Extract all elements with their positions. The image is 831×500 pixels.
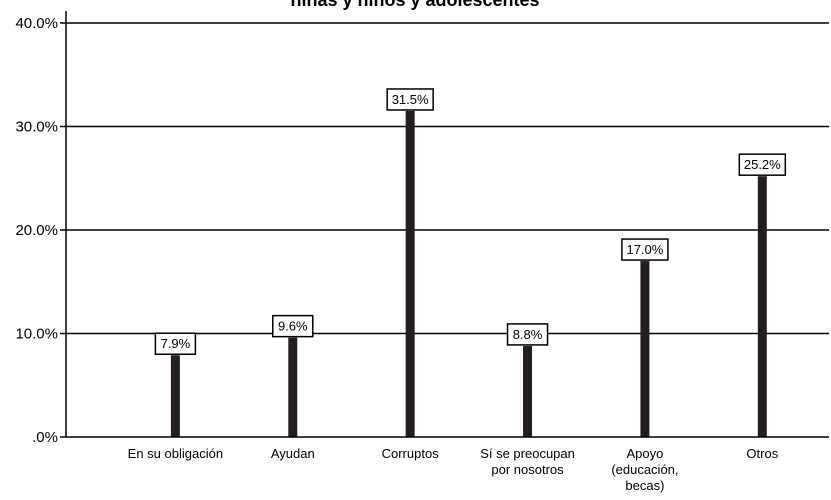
data-label-box <box>154 332 197 355</box>
data-label-text: 9.6% <box>278 319 308 334</box>
data-labels: 7.9% 9.6% 31.5% 8.8% 17.0% 25.2% <box>154 88 787 355</box>
x-category-label: Otros <box>746 446 778 461</box>
data-label: 17.0% <box>621 238 669 261</box>
x-category-label: Ayudan <box>271 446 315 461</box>
y-tick-label: 40.0% <box>15 15 58 32</box>
x-category-label: Corruptos <box>382 446 440 461</box>
y-axis-ticks: .0% 10.0% 20.0% 30.0% 40.0% <box>15 15 66 446</box>
x-category-label: por nosotros <box>491 462 564 477</box>
data-label: 9.6% <box>272 314 314 338</box>
bar <box>170 355 180 437</box>
x-category-label: becas) <box>625 478 664 493</box>
data-label: 8.8% <box>506 323 549 346</box>
x-category-label: Sí se preocupan <box>480 446 575 461</box>
data-label-text: 25.2% <box>744 157 781 172</box>
data-label-text: 8.8% <box>513 327 543 342</box>
bars <box>170 110 767 437</box>
y-tick-label: 30.0% <box>15 119 58 136</box>
bar <box>523 345 533 437</box>
data-label-text: 7.9% <box>161 336 191 351</box>
bar <box>757 176 767 437</box>
data-label: 7.9% <box>154 332 197 355</box>
data-label: 25.2% <box>738 153 787 176</box>
data-label: 31.5% <box>386 88 434 111</box>
y-tick-label: .0% <box>32 429 58 446</box>
bar <box>405 110 415 437</box>
data-label-box <box>506 323 549 346</box>
data-label-box <box>386 88 434 111</box>
data-label-box <box>621 238 669 261</box>
y-tick-label: 10.0% <box>15 326 58 343</box>
data-label-box <box>738 153 787 176</box>
x-category-label: (educación, <box>611 462 678 477</box>
gridlines <box>66 22 829 335</box>
data-label-box <box>272 314 314 338</box>
bar <box>288 337 298 437</box>
chart-title: niñas y niños y adolescentes <box>290 0 539 10</box>
x-category-label: Apoyo <box>626 446 663 461</box>
y-tick-label: 20.0% <box>15 222 58 239</box>
data-label-text: 17.0% <box>626 242 663 257</box>
x-axis-categories: En su obligación Ayudan Corruptos Sí se pre… <box>128 446 779 493</box>
bar <box>640 261 650 437</box>
x-category-label: En su obligación <box>128 446 223 461</box>
data-label-text: 31.5% <box>392 92 429 107</box>
